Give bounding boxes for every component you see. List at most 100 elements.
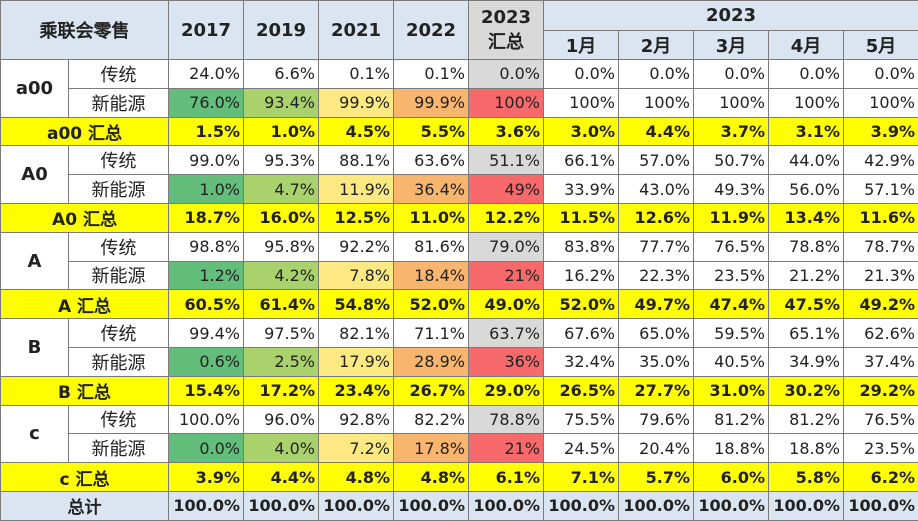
value-cell: 0.0% <box>844 60 918 89</box>
value-cell: 49.3% <box>694 175 769 204</box>
summary-value: 4.5% <box>319 117 394 146</box>
summary-value: 6.1% <box>469 463 544 492</box>
month-header: 1月 <box>544 31 619 60</box>
value-cell: 17.8% <box>394 434 469 463</box>
summary-value: 11.5% <box>544 203 619 232</box>
value-cell: 71.1% <box>394 319 469 348</box>
value-cell: 81.2% <box>694 405 769 434</box>
value-cell: 63.7% <box>469 319 544 348</box>
value-cell: 76.5% <box>844 405 918 434</box>
summary-value: 11.6% <box>844 203 918 232</box>
value-cell: 100% <box>844 88 918 117</box>
powertrain-label: 传统 <box>69 232 169 261</box>
powertrain-label: 新能源 <box>69 175 169 204</box>
value-cell: 97.5% <box>244 319 319 348</box>
sum-2023-header: 2023 汇总 <box>469 1 544 60</box>
value-cell: 7.2% <box>319 434 394 463</box>
summary-value: 18.7% <box>169 203 244 232</box>
value-cell: 33.9% <box>544 175 619 204</box>
value-cell: 65.0% <box>619 319 694 348</box>
value-cell: 1.2% <box>169 261 244 290</box>
value-cell: 79.0% <box>469 232 544 261</box>
value-cell: 81.2% <box>769 405 844 434</box>
value-cell: 18.4% <box>394 261 469 290</box>
sum-2023-year: 2023 <box>481 7 531 28</box>
powertrain-label: 新能源 <box>69 88 169 117</box>
value-cell: 4.0% <box>244 434 319 463</box>
month-header: 3月 <box>694 31 769 60</box>
value-cell: 82.2% <box>394 405 469 434</box>
value-cell: 83.8% <box>544 232 619 261</box>
value-cell: 4.7% <box>244 175 319 204</box>
summary-value: 52.0% <box>544 290 619 319</box>
value-cell: 96.0% <box>244 405 319 434</box>
summary-value: 4.4% <box>619 117 694 146</box>
summary-value: 31.0% <box>694 376 769 405</box>
value-cell: 22.3% <box>619 261 694 290</box>
corner-title: 乘联会零售 <box>1 1 169 60</box>
summary-value: 49.7% <box>619 290 694 319</box>
value-cell: 76.5% <box>694 232 769 261</box>
value-cell: 50.7% <box>694 146 769 175</box>
value-cell: 78.7% <box>844 232 918 261</box>
value-cell: 0.6% <box>169 347 244 376</box>
summary-value: 54.8% <box>319 290 394 319</box>
value-cell: 88.1% <box>319 146 394 175</box>
powertrain-label: 新能源 <box>69 261 169 290</box>
value-cell: 56.0% <box>769 175 844 204</box>
value-cell: 63.6% <box>394 146 469 175</box>
segment-label: a00 <box>1 60 69 118</box>
summary-value: 12.2% <box>469 203 544 232</box>
summary-value: 3.0% <box>544 117 619 146</box>
value-cell: 93.4% <box>244 88 319 117</box>
value-cell: 21% <box>469 261 544 290</box>
value-cell: 4.2% <box>244 261 319 290</box>
summary-value: 30.2% <box>769 376 844 405</box>
powertrain-label: 传统 <box>69 60 169 89</box>
powertrain-label: 新能源 <box>69 347 169 376</box>
summary-value: 29.2% <box>844 376 918 405</box>
total-value: 100.0% <box>694 491 769 520</box>
value-cell: 6.6% <box>244 60 319 89</box>
value-cell: 0.0% <box>544 60 619 89</box>
year-header: 2019 <box>244 1 319 60</box>
value-cell: 35.0% <box>619 347 694 376</box>
summary-value: 3.9% <box>844 117 918 146</box>
total-value: 100.0% <box>619 491 694 520</box>
value-cell: 57.1% <box>844 175 918 204</box>
summary-value: 6.2% <box>844 463 918 492</box>
summary-value: 11.0% <box>394 203 469 232</box>
summary-value: 5.7% <box>619 463 694 492</box>
summary-value: 23.4% <box>319 376 394 405</box>
value-cell: 1.0% <box>169 175 244 204</box>
value-cell: 43.0% <box>619 175 694 204</box>
value-cell: 2.5% <box>244 347 319 376</box>
value-cell: 57.0% <box>619 146 694 175</box>
value-cell: 79.6% <box>619 405 694 434</box>
summary-label: a00 汇总 <box>1 117 169 146</box>
powertrain-label: 传统 <box>69 405 169 434</box>
value-cell: 0.0% <box>769 60 844 89</box>
value-cell: 100.0% <box>169 405 244 434</box>
value-cell: 99.0% <box>169 146 244 175</box>
summary-value: 26.7% <box>394 376 469 405</box>
value-cell: 11.9% <box>319 175 394 204</box>
value-cell: 100% <box>769 88 844 117</box>
value-cell: 0.0% <box>619 60 694 89</box>
value-cell: 42.9% <box>844 146 918 175</box>
value-cell: 34.9% <box>769 347 844 376</box>
value-cell: 59.5% <box>694 319 769 348</box>
year-header: 2021 <box>319 1 394 60</box>
value-cell: 18.8% <box>694 434 769 463</box>
total-value: 100.0% <box>769 491 844 520</box>
value-cell: 23.5% <box>694 261 769 290</box>
summary-value: 3.6% <box>469 117 544 146</box>
